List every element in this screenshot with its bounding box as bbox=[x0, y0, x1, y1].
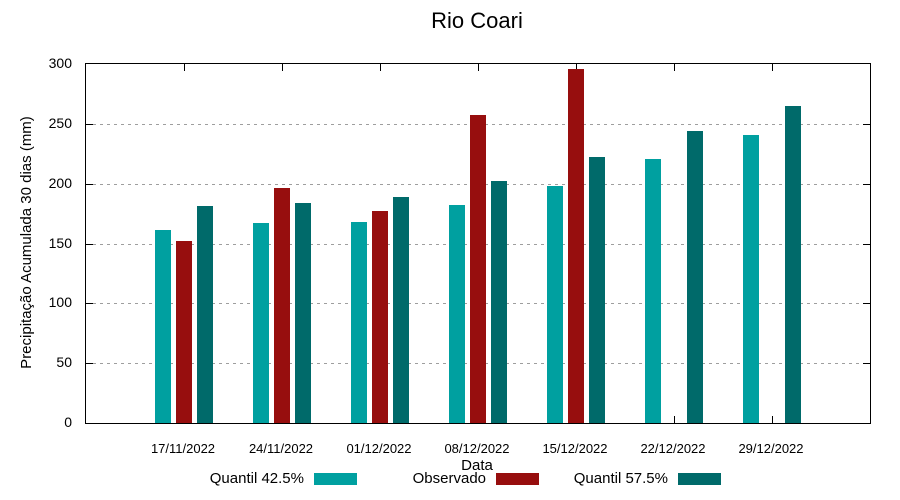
bar-observado-24-11-2022 bbox=[274, 188, 290, 423]
y-tick-mark-100-left bbox=[86, 303, 93, 305]
bar-quantil-42.5%-17-11-2022 bbox=[155, 230, 171, 423]
x-tick-mark-top-15-12-2022 bbox=[576, 64, 577, 71]
bar-quantil-57.5%-15-12-2022 bbox=[589, 157, 605, 423]
y-tick-mark-200-left bbox=[86, 183, 93, 185]
legend-label-quantil-57.5%: Quantil 57.5% bbox=[573, 470, 668, 487]
bar-quantil-42.5%-08-12-2022 bbox=[449, 205, 465, 423]
y-tick-mark-150-right bbox=[863, 243, 870, 245]
y-tick-label-50: 50 bbox=[56, 354, 72, 371]
y-tick-mark-100-right bbox=[863, 303, 870, 305]
y-tick-mark-150-left bbox=[86, 243, 93, 245]
y-tick-label-0: 0 bbox=[64, 414, 72, 430]
x-tick-label-22-12-2022: 22/12/2022 bbox=[640, 441, 706, 456]
x-tick-mark-top-17-11-2022 bbox=[184, 64, 185, 71]
bar-quantil-57.5%-17-11-2022 bbox=[197, 206, 213, 423]
x-tick-mark-top-24-11-2022 bbox=[282, 64, 283, 71]
y-tick-label-300: 300 bbox=[48, 55, 72, 71]
x-tick-mark-top-22-12-2022 bbox=[674, 64, 675, 71]
bar-quantil-57.5%-01-12-2022 bbox=[393, 196, 409, 423]
legend-item-quantil-57.5%: Quantil 57.5% bbox=[574, 470, 721, 487]
legend-swatch-quantil-57.5% bbox=[678, 472, 721, 485]
bar-observado-01-12-2022 bbox=[372, 211, 388, 423]
bar-quantil-57.5%-24-11-2022 bbox=[295, 202, 311, 423]
chart-title: Rio Coari bbox=[431, 8, 523, 33]
bar-quantil-42.5%-22-12-2022 bbox=[645, 158, 661, 423]
legend-label-quantil-42.5%: Quantil 42.5% bbox=[209, 470, 304, 487]
x-tick-mark-top-01-12-2022 bbox=[380, 64, 381, 71]
y-tick-label-200: 200 bbox=[48, 174, 72, 191]
legend-swatch-observado bbox=[496, 472, 539, 485]
x-tick-mark-top-29-12-2022 bbox=[772, 64, 773, 71]
bar-observado-15-12-2022 bbox=[568, 68, 584, 423]
x-tick-label-15-12-2022: 15/12/2022 bbox=[542, 441, 608, 456]
bar-quantil-42.5%-01-12-2022 bbox=[351, 221, 367, 423]
bar-observado-17-11-2022 bbox=[176, 241, 192, 423]
y-tick-mark-50-left bbox=[86, 363, 93, 365]
bar-quantil-42.5%-15-12-2022 bbox=[547, 186, 563, 423]
x-tick-mark-bottom-29-12-2022 bbox=[772, 416, 773, 423]
x-tick-label-01-12-2022: 01/12/2022 bbox=[346, 441, 412, 456]
y-tick-mark-250-left bbox=[86, 123, 93, 125]
bar-quantil-57.5%-22-12-2022 bbox=[687, 131, 703, 423]
bar-quantil-42.5%-29-12-2022 bbox=[743, 134, 759, 423]
legend-label-observado: Observado bbox=[412, 470, 486, 487]
plot-area bbox=[85, 63, 871, 424]
y-tick-label-250: 250 bbox=[48, 114, 72, 131]
bar-quantil-57.5%-29-12-2022 bbox=[785, 105, 801, 423]
x-tick-mark-top-08-12-2022 bbox=[478, 64, 479, 71]
x-tick-label-24-11-2022: 24/11/2022 bbox=[248, 441, 314, 456]
x-tick-mark-bottom-22-12-2022 bbox=[674, 416, 675, 423]
legend-item-quantil-42.5%: Quantil 42.5% bbox=[210, 470, 357, 487]
y-tick-mark-50-right bbox=[863, 363, 870, 365]
x-axis-label: Data bbox=[461, 457, 493, 474]
x-tick-label-17-11-2022: 17/11/2022 bbox=[150, 441, 216, 456]
bar-quantil-42.5%-24-11-2022 bbox=[253, 223, 269, 423]
y-tick-mark-200-right bbox=[863, 183, 870, 185]
y-tick-label-100: 100 bbox=[48, 294, 72, 311]
bar-quantil-57.5%-08-12-2022 bbox=[491, 181, 507, 423]
y-tick-label-150: 150 bbox=[48, 234, 72, 251]
y-tick-mark-250-right bbox=[863, 123, 870, 125]
x-tick-label-29-12-2022: 29/12/2022 bbox=[738, 441, 804, 456]
bar-observado-08-12-2022 bbox=[470, 115, 486, 423]
legend-swatch-quantil-42.5% bbox=[314, 472, 357, 485]
legend-item-observado: Observado bbox=[413, 470, 539, 487]
x-tick-label-08-12-2022: 08/12/2022 bbox=[444, 441, 510, 456]
